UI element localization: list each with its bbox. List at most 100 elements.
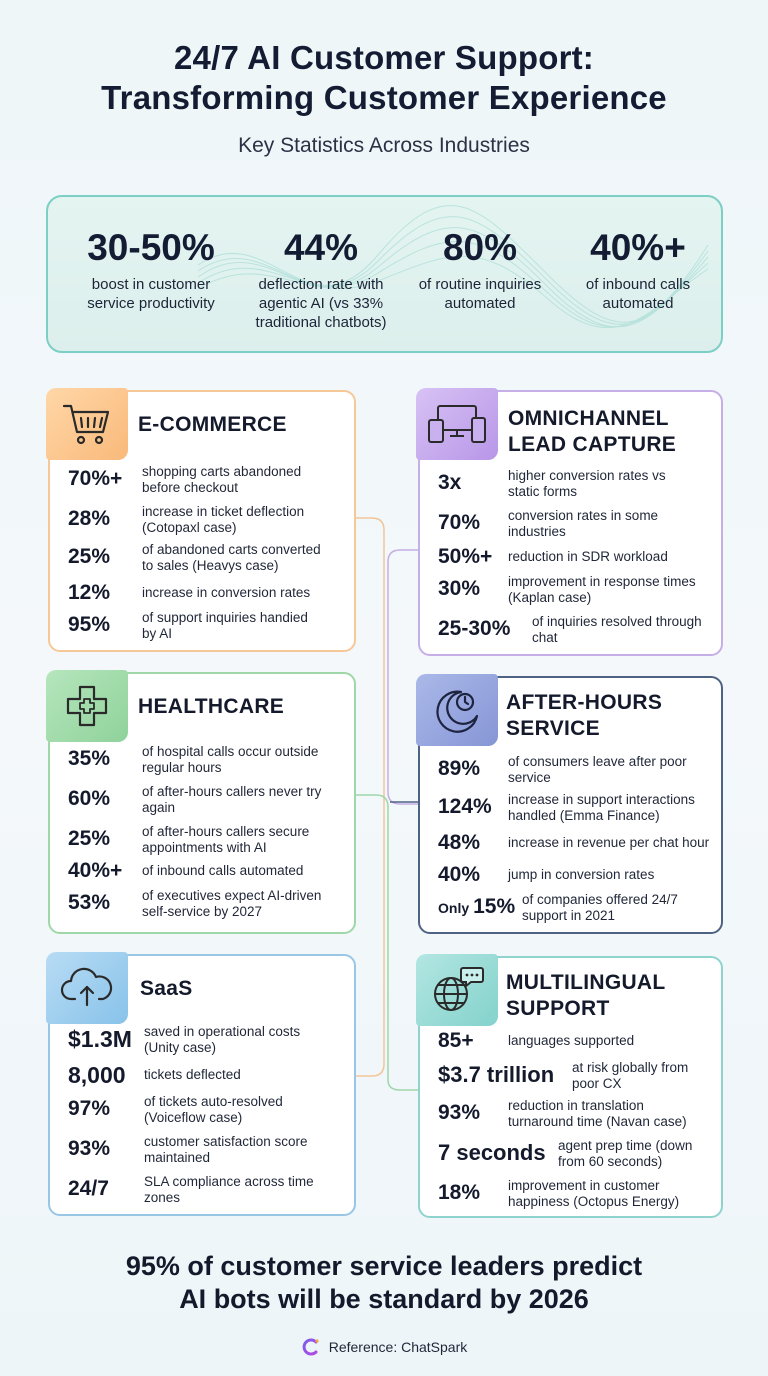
stat-value: 89% — [438, 757, 481, 780]
chatspark-logo-icon — [302, 1338, 319, 1356]
page-title: 24/7 AI Customer Support: Transforming C… — [0, 38, 768, 118]
moon-clock-icon — [436, 690, 479, 733]
card-title: OMNICHANNEL LEAD CAPTURE — [508, 406, 676, 458]
key-stats-panel: 30-50% boost in customer service product… — [46, 195, 723, 353]
stat-description: agent prep time (down from 60 seconds) — [558, 1138, 693, 1169]
stat-value: 93% — [68, 1137, 111, 1160]
stat-label-line: automated — [602, 295, 674, 312]
stat-description: of companies offered 24/7 support in 2021 — [522, 892, 678, 923]
stat-description: tickets deflected — [144, 1067, 241, 1082]
stat-label-line: of inbound calls — [585, 276, 691, 293]
card-healthcare: HEALTHCARE 35% of hospital calls occur o… — [46, 670, 356, 934]
stat-label-line: automated — [444, 295, 516, 312]
stat-description: increase in ticket deflection (Cotopaxl c… — [142, 504, 305, 535]
card-title-line: LEAD CAPTURE — [508, 433, 677, 456]
stat-productivity: 30-50% boost in customer service product… — [56, 227, 246, 313]
reference-text: Reference: ChatSpark — [328, 1339, 468, 1355]
stat-description: of consumers leave after poor service — [508, 754, 687, 785]
stat-description: of inquiries resolved through chat — [532, 614, 702, 645]
stat-value: 8,000 — [68, 1062, 126, 1088]
stat-value: 70%+ — [68, 467, 123, 490]
footer-line: 95% of customer service leaders predict — [125, 1251, 643, 1281]
stat-value: 30-50% — [87, 227, 215, 268]
card-icon-box — [46, 952, 128, 1024]
card-ecommerce: E-COMMERCE 70%+ shopping carts abandoned… — [46, 388, 356, 652]
stat-deflection: 44% deflection rate with agentic AI (vs … — [236, 227, 406, 332]
stat-value: 28% — [68, 507, 111, 530]
stat-description: increase in conversion rates — [142, 585, 311, 600]
stat-description: jump in conversion rates — [508, 867, 655, 882]
stat-value: 53% — [68, 891, 111, 914]
stat-description: of tickets auto-resolved (Voiceflow case) — [144, 1094, 283, 1125]
stat-value: 7 seconds — [438, 1140, 546, 1165]
card-title-line: SERVICE — [506, 717, 600, 740]
stat-value: 3x — [438, 471, 462, 494]
stat-description: at risk globally from poor CX — [572, 1060, 689, 1091]
stat-value: 97% — [68, 1097, 111, 1120]
card-after-hours: AFTER-HOURS SERVICE 89% of consumers lea… — [416, 674, 723, 934]
stat-value: 40% — [438, 863, 481, 886]
stat-description: of support inquiries handied by AI — [142, 610, 308, 641]
stat-label-line: deflection rate with — [258, 276, 384, 293]
stat-description: SLA compliance across time zones — [144, 1174, 314, 1205]
stat-description: reduction in translation turnaround time … — [508, 1098, 687, 1129]
stat-description: improvement in customer happiness (Octopu… — [508, 1178, 680, 1209]
stat-routine-inquiries: 80% of routine inquiries automated — [400, 227, 560, 313]
stat-value: 30% — [438, 577, 481, 600]
stat-value: 18% — [438, 1181, 481, 1204]
stat-value: 25% — [68, 827, 111, 850]
stat-label: boost in customer service productivity — [56, 275, 246, 313]
card-title: E-COMMERCE — [138, 413, 287, 436]
cloud-upload-icon — [60, 967, 113, 1007]
globe-chat-icon — [434, 967, 484, 1011]
title-line-2: Transforming Customer Experience — [101, 79, 667, 116]
stat-description: improvement in response times (Kaplan cas… — [508, 574, 696, 605]
stat-value: 70% — [438, 511, 481, 534]
card-title-line: OMNICHANNEL — [508, 407, 669, 430]
stat-value: 50%+ — [438, 545, 493, 568]
card-title: HEALTHCARE — [138, 695, 285, 718]
stat-value: 124% — [438, 795, 492, 818]
stat-label-line: traditional chatbots) — [255, 314, 387, 331]
card-icon-box — [416, 954, 498, 1026]
card-icon-box — [46, 670, 128, 742]
stat-value: 40%+ — [68, 859, 123, 882]
wave-decoration — [197, 205, 709, 329]
stat-description: of hospital calls occur outside regular h… — [142, 744, 319, 775]
stat-value: 48% — [438, 831, 481, 854]
stat-description: of inbound calls automated — [142, 863, 304, 878]
stat-description: customer satisfaction score maintained — [144, 1134, 308, 1165]
card-title-line: SUPPORT — [506, 997, 610, 1020]
stat-value: 44% — [283, 227, 359, 268]
stat-description: increase in revenue per chat hour — [508, 835, 710, 850]
stat-description: conversion rates in some industries — [508, 508, 659, 539]
shopping-cart-icon — [62, 404, 110, 445]
card-icon-box — [416, 674, 498, 746]
stat-label-line: service productivity — [87, 295, 215, 312]
stat-value: 85+ — [438, 1029, 474, 1052]
stat-value: 60% — [68, 787, 111, 810]
footer-line: AI bots will be standard by 2026 — [179, 1284, 589, 1314]
stat-value-text: 15% — [473, 895, 516, 918]
medical-cross-icon — [66, 685, 108, 727]
stat-value: $1.3M — [68, 1026, 132, 1052]
card-multilingual: MULTILINGUAL SUPPORT 85+ languages suppo… — [416, 954, 723, 1218]
card-title: MULTILINGUAL SUPPORT — [506, 970, 666, 1022]
stat-value: 93% — [438, 1101, 481, 1124]
card-saas: SaaS $1.3M saved in operational costs (Un… — [46, 952, 356, 1216]
stat-description: of after-hours callers never try again — [142, 784, 322, 815]
stat-description: of abandoned carts converted to sales (He… — [142, 542, 321, 573]
card-title: AFTER-HOURS SERVICE — [506, 690, 662, 742]
stat-value: 40%+ — [590, 227, 686, 268]
stat-value: 80% — [442, 227, 518, 268]
stat-description: saved in operational costs (Unity case) — [144, 1024, 301, 1055]
stat-prefix: Only — [438, 900, 470, 916]
page-subtitle: Key Statistics Across Industries — [238, 134, 530, 157]
stat-description: of after-hours callers secure appointment… — [142, 824, 310, 855]
card-icon-box — [416, 388, 498, 460]
card-icon-box — [46, 388, 128, 460]
stat-description: languages supported — [508, 1033, 635, 1048]
stat-description: higher conversion rates vs static forms — [508, 468, 666, 499]
stat-description: shopping carts abandoned before checkout — [142, 464, 302, 495]
